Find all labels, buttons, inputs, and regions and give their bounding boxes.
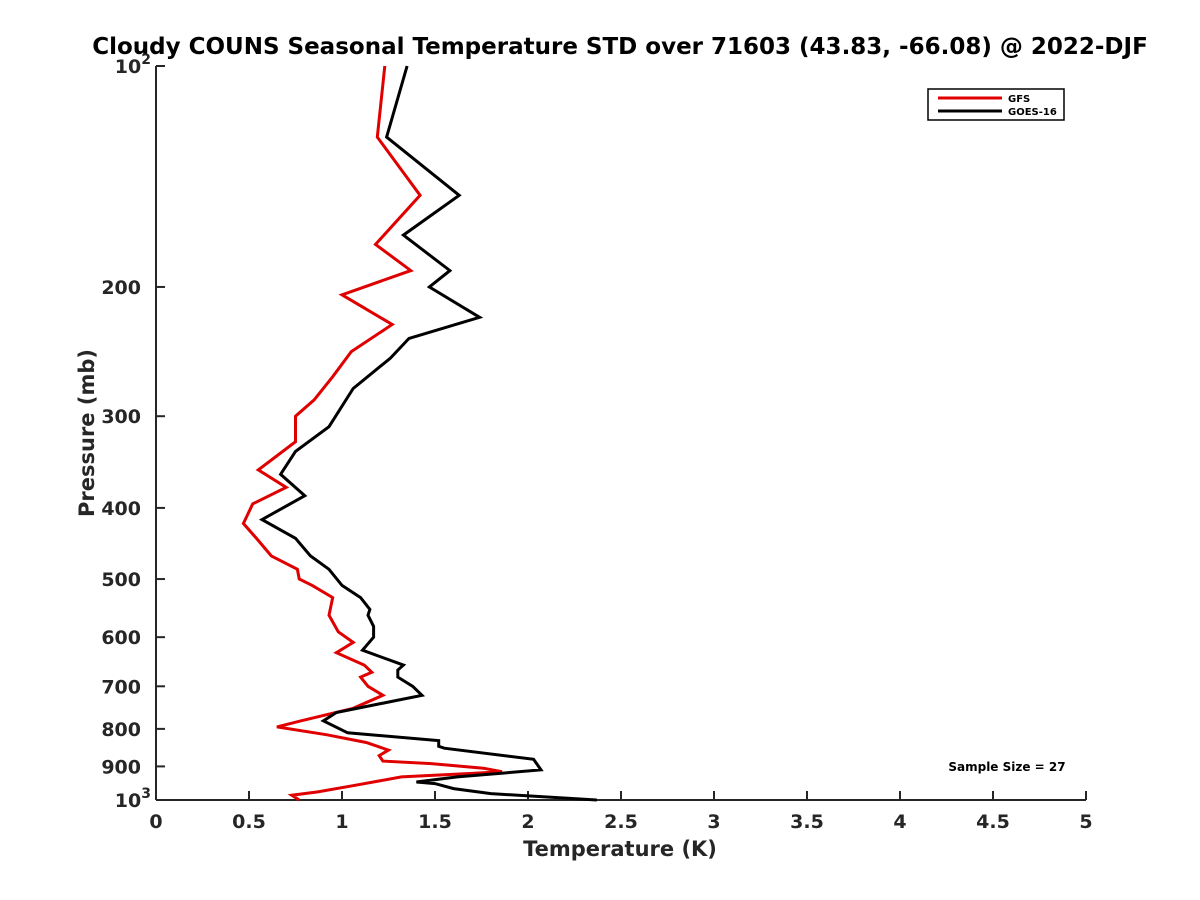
legend-label: GFS <box>1008 94 1030 105</box>
series-layer <box>241 65 597 802</box>
x-tick-label: 1.5 <box>418 811 452 833</box>
sample-size-annotation: Sample Size = 27 <box>948 760 1065 774</box>
x-tick-label: 1 <box>335 811 348 833</box>
axes: 0 0.5 1 1.5 2 2.5 3 3.5 4 4.5 5 102 200 300 400 500 600 7… <box>101 52 1092 833</box>
x-axis-label: Temperature (K) <box>523 837 717 861</box>
x-tick-label: 0.5 <box>232 811 266 833</box>
y-tick-label: 600 <box>101 627 141 649</box>
y-tick-label: 700 <box>101 676 141 698</box>
x-tick-label: 2 <box>521 811 534 833</box>
y-tick-label: 300 <box>101 406 141 428</box>
series-line-goes-16 <box>258 65 597 802</box>
x-tick-label: 4 <box>893 811 906 833</box>
y-tick-label: 400 <box>101 498 141 520</box>
y-tick-label: 800 <box>101 719 141 741</box>
y-tick-label: 500 <box>101 569 141 591</box>
chart-title: Cloudy COUNS Seasonal Temperature STD ov… <box>92 34 1148 60</box>
y-tick-label: 900 <box>101 756 141 778</box>
y-tick-label: 200 <box>101 277 141 299</box>
legend-label: GOES-16 <box>1008 107 1057 118</box>
x-tick-label: 0 <box>149 811 162 833</box>
x-tick-label: 3.5 <box>790 811 824 833</box>
x-tick-label: 2.5 <box>604 811 638 833</box>
legend-box <box>927 88 1065 121</box>
y-tick-label: 102 <box>115 52 151 78</box>
series-line-gfs <box>241 65 503 802</box>
legend: GFS GOES-16 <box>927 88 1065 121</box>
y-axis-label: Pressure (mb) <box>75 349 99 517</box>
y-tick-label: 103 <box>115 786 151 812</box>
x-tick-label: 5 <box>1079 811 1092 833</box>
x-tick-label: 3 <box>707 811 720 833</box>
x-tick-label: 4.5 <box>976 811 1010 833</box>
